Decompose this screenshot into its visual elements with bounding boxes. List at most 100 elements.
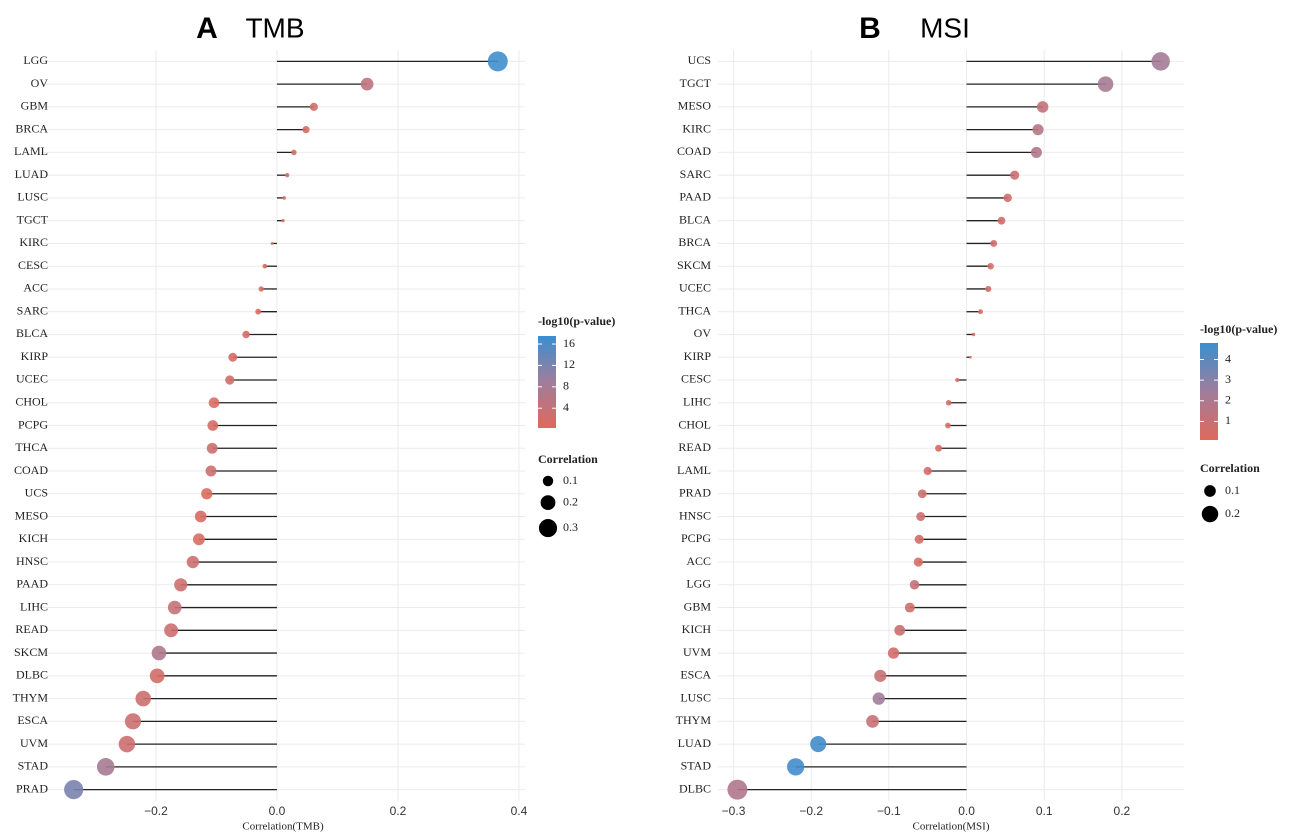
lollipop-dot [1010, 170, 1020, 180]
size-legend-label: 0.1 [563, 473, 578, 487]
lollipop-dot [360, 77, 374, 91]
category-label: PCPG [18, 417, 48, 431]
category-label: ESCA [17, 713, 48, 727]
lollipop-dot [149, 668, 165, 684]
category-label: LUAD [15, 167, 49, 181]
color-tick-label: 16 [563, 336, 575, 350]
lollipop-dot [285, 173, 290, 178]
category-label: THCA [678, 303, 711, 317]
category-label: LUAD [678, 736, 712, 750]
lollipop-dot [787, 758, 805, 776]
lollipop-dot [874, 669, 887, 682]
size-legend-label: 0.1 [1225, 483, 1240, 497]
x-tick-label: −0.3 [722, 804, 746, 818]
lollipop-dot [1036, 101, 1049, 113]
category-label: LUSC [17, 190, 48, 204]
lollipop-dot [208, 397, 220, 409]
lollipop-dot [945, 399, 952, 406]
size-legend-dot [542, 475, 554, 487]
lollipop-dot [151, 645, 167, 661]
size-legend-dot [1201, 505, 1219, 523]
lollipop-dot [987, 262, 994, 270]
lollipop-dot [242, 330, 250, 339]
category-label: HNSC [16, 554, 48, 568]
lollipop-dot [124, 713, 142, 730]
category-label: MESO [15, 508, 49, 522]
category-label: KICH [682, 622, 712, 636]
lollipop-dot [978, 309, 983, 315]
category-label: BRCA [15, 121, 48, 135]
category-label: STAD [681, 759, 712, 773]
category-label: SKCM [677, 258, 711, 272]
lollipop-dot [207, 420, 219, 431]
color-bar [538, 336, 556, 428]
category-label: PAAD [679, 190, 711, 204]
lollipop-dot [228, 352, 238, 362]
lollipop-dot [270, 241, 274, 245]
category-label: CESC [18, 258, 48, 272]
size-legend-title: Correlation [1200, 461, 1260, 475]
category-label: READ [678, 440, 711, 454]
lollipop-dot [945, 422, 951, 429]
category-label: COAD [677, 144, 711, 158]
color-tick-label: 4 [563, 400, 569, 414]
lollipop-dot [1097, 76, 1114, 92]
category-label: ACC [23, 281, 48, 295]
category-label: CESC [681, 372, 711, 386]
category-label: SARC [680, 167, 711, 181]
lollipop-dot [281, 219, 285, 223]
category-label: UCEC [16, 372, 48, 386]
lollipop-dot [262, 263, 268, 269]
lollipop-dot [955, 377, 960, 383]
category-label: UVM [683, 645, 711, 659]
lollipop-dot [194, 510, 207, 523]
category-label: OV [694, 326, 712, 340]
lollipop-dot [1030, 146, 1042, 158]
category-label: GBM [21, 99, 49, 113]
lollipop-dot [64, 780, 84, 800]
color-legend-title: -log10(p-value) [538, 314, 615, 328]
lollipop-dot [913, 557, 923, 567]
size-legend-label: 0.3 [563, 520, 578, 534]
x-axis-title: Correlation(MSI) [913, 821, 990, 833]
lollipop-dot [487, 51, 508, 72]
x-tick-label: 0.2 [390, 804, 407, 818]
category-label: LAML [14, 144, 48, 158]
lollipop-dot [258, 286, 264, 292]
x-tick-label: −0.1 [877, 804, 901, 818]
category-label: PRAD [679, 486, 711, 500]
category-label: CHOL [678, 417, 711, 431]
category-label: OV [31, 76, 49, 90]
chart-title: MSI [920, 12, 970, 43]
lollipop-dot [167, 600, 182, 615]
category-label: THCA [15, 440, 48, 454]
panel-label: A [196, 12, 218, 45]
category-label: KIRP [684, 349, 712, 363]
category-label: TGCT [680, 76, 712, 90]
lollipop-dot [302, 126, 310, 134]
category-label: CHOL [15, 394, 48, 408]
lollipop-dot [309, 102, 318, 111]
color-tick-label: 1 [1225, 413, 1231, 427]
lollipop-dot [282, 196, 287, 200]
category-label: STAD [18, 759, 49, 773]
lollipop-dot [872, 692, 885, 705]
lollipop-dot [810, 736, 827, 753]
size-legend-dot [1204, 485, 1216, 497]
lollipop-dot [969, 355, 972, 359]
lollipop-dot [923, 466, 932, 476]
category-label: SKCM [14, 645, 48, 659]
color-tick-label: 8 [563, 379, 569, 393]
x-tick-label: 0.0 [269, 804, 286, 818]
lollipop-dot [96, 758, 115, 776]
color-tick-label: 4 [1225, 351, 1231, 365]
category-label: DLBC [679, 781, 711, 795]
lollipop-dot [904, 602, 915, 613]
lollipop-dot [205, 465, 217, 477]
size-legend-label: 0.2 [1225, 506, 1240, 520]
lollipop-dot [866, 714, 879, 728]
lollipop-dot [164, 623, 178, 638]
category-label: KIRC [19, 235, 48, 249]
color-tick-label: 2 [1225, 393, 1231, 407]
